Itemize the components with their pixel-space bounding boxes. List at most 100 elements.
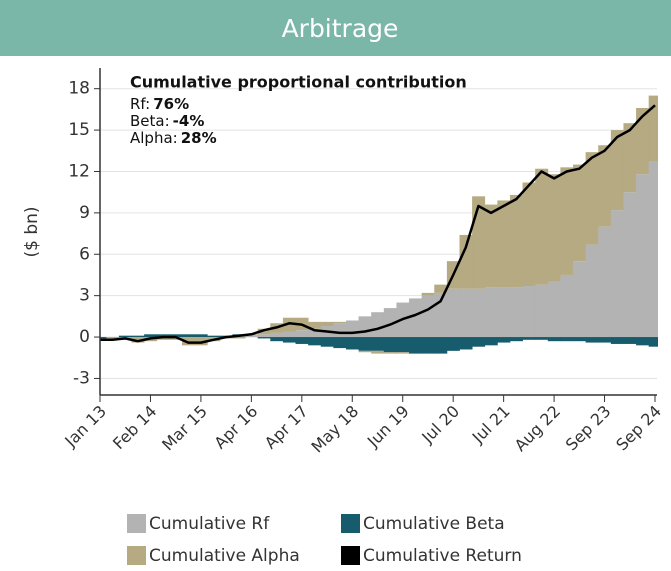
area-segment bbox=[358, 337, 372, 351]
area-segment bbox=[497, 287, 511, 338]
area-segment bbox=[547, 174, 561, 282]
area-segment bbox=[118, 335, 132, 338]
x-tick-label: May 18 bbox=[307, 402, 362, 457]
area-segment bbox=[396, 352, 410, 354]
area-segment bbox=[270, 332, 284, 338]
area-segment bbox=[333, 323, 347, 338]
area-segment bbox=[610, 210, 624, 338]
area-segment bbox=[573, 261, 587, 338]
return-line bbox=[100, 104, 656, 344]
area-segment bbox=[257, 337, 271, 339]
x-tick-label: Jul 21 bbox=[468, 402, 514, 448]
area-segment bbox=[573, 337, 587, 342]
area-segment bbox=[232, 337, 246, 339]
annotation-value: -4% bbox=[173, 112, 205, 130]
area-segment bbox=[257, 328, 271, 335]
annotation-label: Alpha: bbox=[130, 129, 178, 147]
x-tick-label: Jun 19 bbox=[363, 402, 413, 452]
area-segment bbox=[560, 274, 574, 338]
area-segment bbox=[484, 287, 498, 338]
legend-label: Cumulative Return bbox=[363, 546, 522, 566]
area-segment bbox=[156, 337, 170, 340]
area-segment bbox=[282, 337, 296, 343]
annotation-item: Alpha: 28% bbox=[130, 129, 217, 147]
area-segment bbox=[535, 337, 549, 340]
legend-label: Cumulative Alpha bbox=[149, 546, 300, 566]
area-segment bbox=[547, 281, 561, 338]
area-segment bbox=[282, 331, 296, 338]
area-segment bbox=[434, 337, 448, 354]
legend-swatch bbox=[341, 546, 360, 565]
legend-swatch bbox=[127, 514, 146, 533]
area-segment bbox=[459, 288, 473, 338]
area-segment bbox=[585, 337, 599, 343]
area-segment bbox=[522, 286, 536, 338]
annotation-label: Rf: bbox=[130, 95, 150, 113]
area-segment bbox=[320, 337, 334, 347]
area-segment bbox=[371, 337, 385, 351]
area-segment bbox=[509, 337, 523, 342]
area-segment bbox=[623, 192, 637, 338]
area-segment bbox=[623, 123, 637, 193]
area-segment bbox=[636, 108, 650, 175]
area-segment bbox=[345, 320, 359, 338]
area-segment bbox=[623, 337, 637, 344]
area-segment bbox=[320, 321, 334, 327]
area-segment bbox=[497, 200, 511, 288]
x-tick-label: Apr 16 bbox=[210, 402, 261, 453]
area-segment bbox=[270, 337, 284, 342]
x-tick-label: Jan 13 bbox=[60, 402, 110, 452]
area-segment bbox=[371, 312, 385, 338]
area-segment bbox=[421, 295, 435, 338]
area-segment bbox=[383, 352, 397, 354]
legend-swatch bbox=[127, 546, 146, 565]
area-segment bbox=[560, 167, 574, 275]
area-segment bbox=[131, 335, 145, 338]
legend-label: Cumulative Beta bbox=[363, 514, 505, 534]
area-segment bbox=[169, 334, 183, 338]
area-segment bbox=[585, 244, 599, 338]
area-segment bbox=[383, 337, 397, 353]
y-tick-label: 6 bbox=[79, 244, 90, 264]
header-band bbox=[0, 0, 671, 56]
area-segment bbox=[472, 337, 486, 347]
x-tick-label: Aug 22 bbox=[511, 402, 565, 456]
area-segment bbox=[535, 284, 549, 338]
area-segment bbox=[207, 335, 221, 338]
annotation-item: Rf: 76% bbox=[130, 95, 189, 113]
annotation-value: 28% bbox=[181, 129, 217, 147]
y-tick-label: -3 bbox=[73, 368, 90, 388]
area-segment bbox=[535, 168, 549, 285]
area-segment bbox=[106, 337, 120, 340]
area-segment bbox=[194, 334, 208, 338]
plot-area bbox=[100, 88, 658, 379]
area-segment bbox=[648, 161, 658, 338]
area-segment bbox=[636, 337, 650, 346]
x-tick-label: Apr 17 bbox=[261, 402, 312, 453]
chart-title: Arbitrage bbox=[282, 14, 399, 43]
area-segment bbox=[610, 130, 624, 211]
area-segment bbox=[194, 337, 208, 346]
area-segment bbox=[522, 182, 536, 286]
x-tick-label: Jul 20 bbox=[417, 402, 463, 448]
area-segment bbox=[648, 337, 658, 347]
area-segment bbox=[497, 337, 511, 343]
area-segment bbox=[459, 337, 473, 350]
area-segment bbox=[648, 95, 658, 162]
area-segment bbox=[131, 337, 145, 343]
x-tick-label: Mar 15 bbox=[158, 402, 211, 455]
y-tick-label: 9 bbox=[79, 203, 90, 223]
y-tick-label: 3 bbox=[79, 286, 90, 306]
area-segment bbox=[610, 337, 624, 344]
area-segment bbox=[560, 337, 574, 342]
area-segment bbox=[100, 337, 107, 339]
area-segment bbox=[333, 321, 347, 324]
area-segment bbox=[371, 350, 385, 354]
area-segment bbox=[598, 337, 612, 343]
area-segment bbox=[472, 288, 486, 338]
area-segment bbox=[472, 196, 486, 289]
area-segment bbox=[333, 337, 347, 349]
x-tick-label: Sep 24 bbox=[612, 402, 665, 455]
area-segment bbox=[484, 204, 498, 288]
